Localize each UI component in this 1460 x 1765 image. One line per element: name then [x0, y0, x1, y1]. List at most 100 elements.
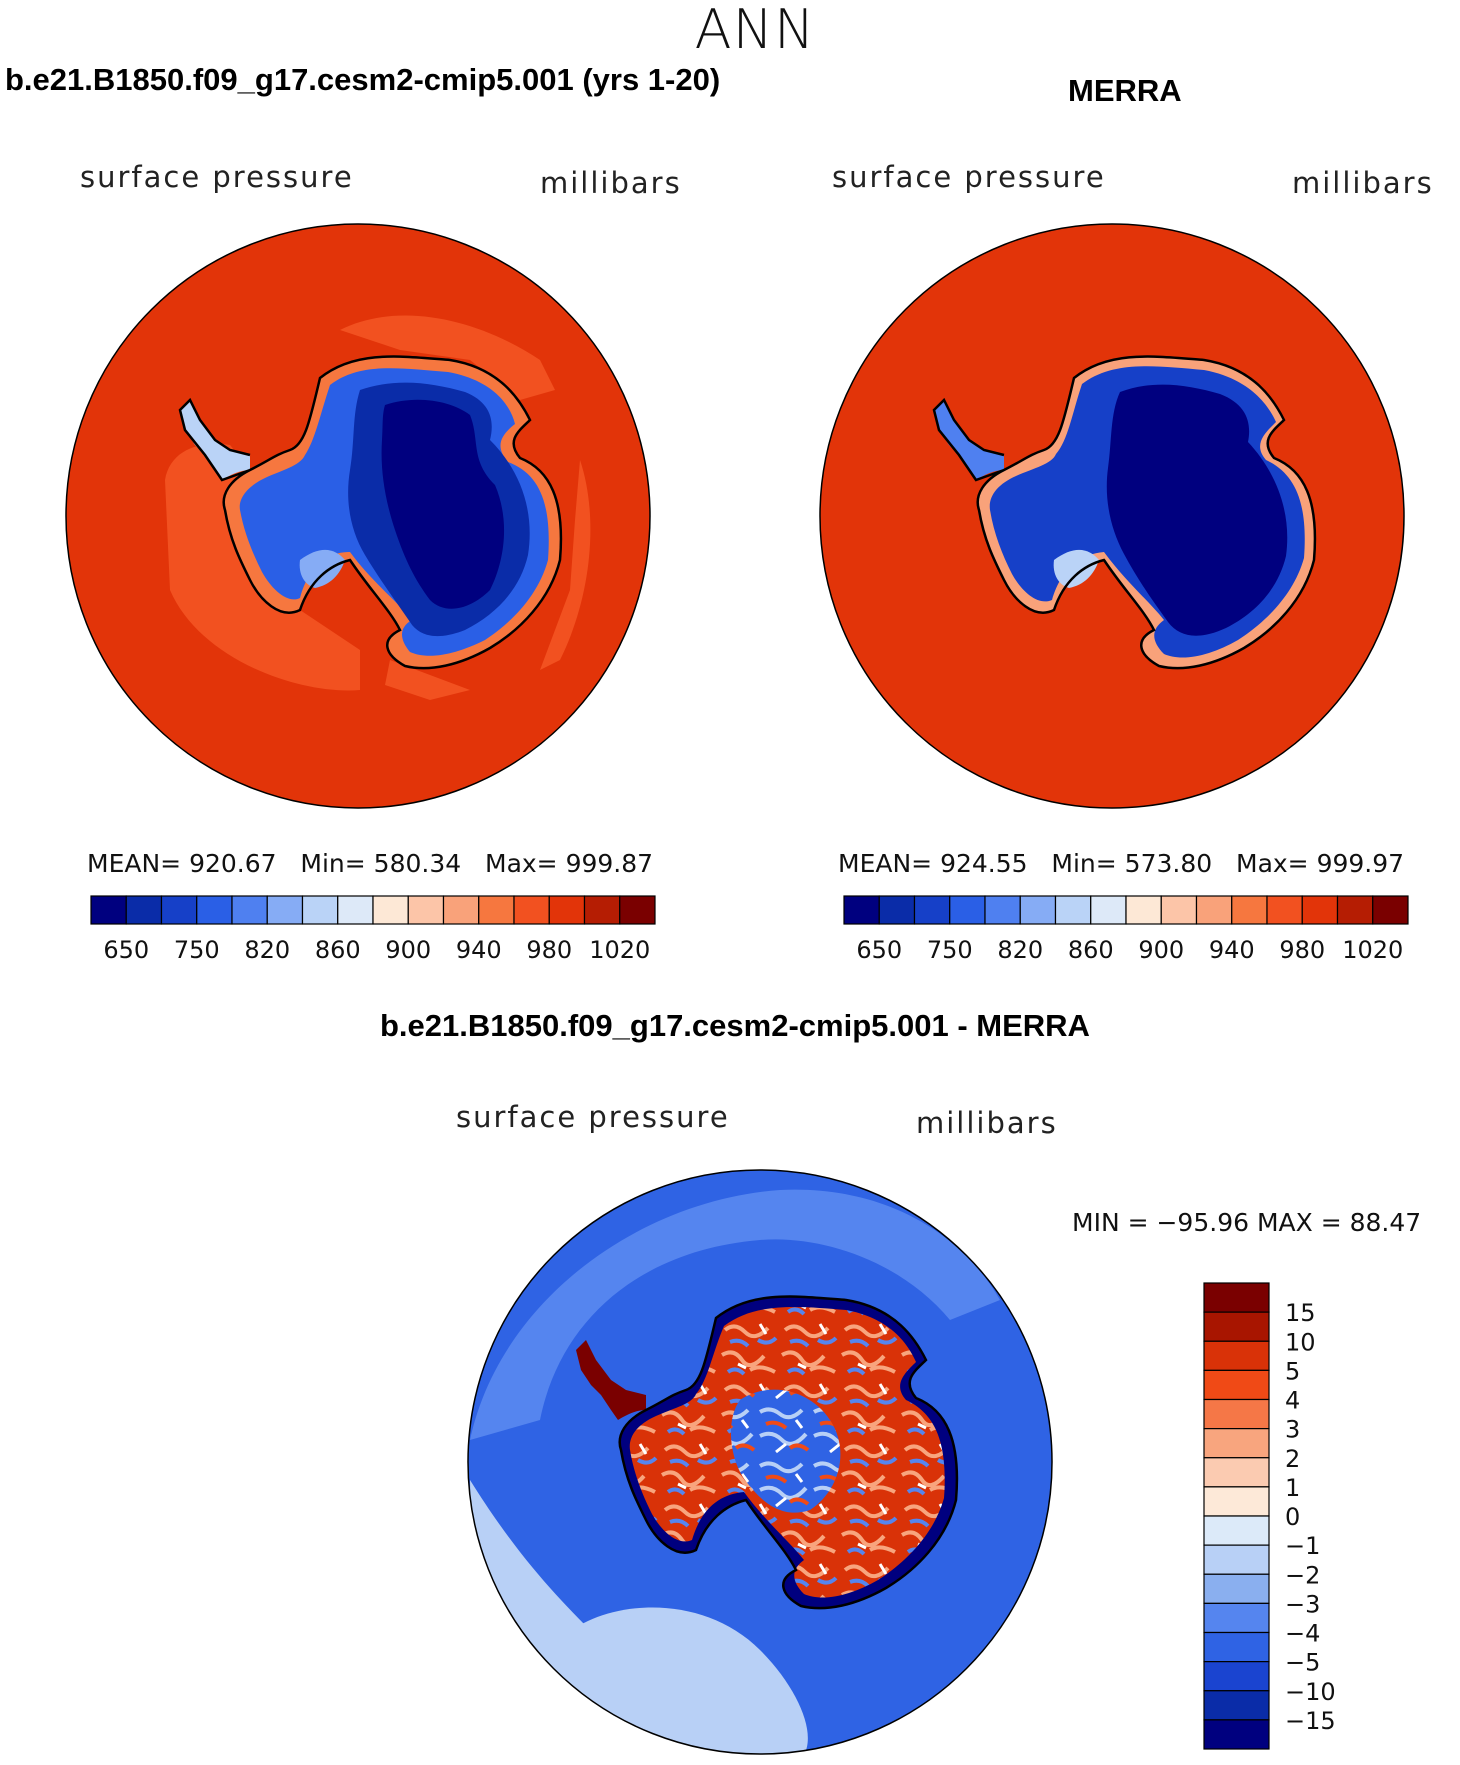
- model-colorbar-box: [583, 895, 621, 925]
- obs-variable-label: surface pressure: [832, 160, 1106, 194]
- obs-stats: MEAN= 924.55 Min= 573.80 Max= 999.97: [838, 849, 1404, 878]
- obs-colorbar-tick-label: 820: [997, 936, 1043, 964]
- model-colorbar-tick-label: 860: [315, 936, 361, 964]
- obs-max-value: 999.97: [1316, 849, 1405, 878]
- obs-colorbar-tick-label: 860: [1068, 936, 1114, 964]
- diff-range-text: MIN = −95.96 MAX = 88.47: [1072, 1208, 1422, 1237]
- diff-colorbar-box: [1203, 1428, 1270, 1459]
- model-colorbar-box: [90, 895, 127, 925]
- diff-colorbar-box: [1203, 1544, 1270, 1575]
- obs-min-label: Min=: [1051, 849, 1117, 878]
- diff-colorbar-tick-label: 15: [1285, 1299, 1316, 1327]
- diff-peninsula: [576, 1340, 646, 1420]
- obs-colorbar-box: [1195, 895, 1233, 925]
- obs-continent-core: [1106, 384, 1288, 636]
- model-colorbar-box: [125, 895, 163, 925]
- model-colorbar-box: [407, 895, 445, 925]
- diff-colorbar-box: [1203, 1311, 1270, 1342]
- diff-colorbar-tick-label: 1: [1285, 1474, 1300, 1502]
- model-colorbar-box: [231, 895, 268, 925]
- obs-mean-label: MEAN=: [838, 849, 933, 878]
- obs-colorbar-box: [1266, 895, 1303, 925]
- model-colorbar-tick-label: 900: [385, 936, 431, 964]
- diff-colorbar-tick-label: −5: [1285, 1649, 1320, 1677]
- obs-colorbar-tick-label: 900: [1138, 936, 1184, 964]
- diff-continent-blue-patch: [730, 1389, 841, 1513]
- obs-colorbar-box: [1336, 895, 1374, 925]
- diff-map-border: [467, 1169, 1053, 1755]
- diff-colorbar-tick-label: 4: [1285, 1387, 1300, 1415]
- model-colorbar-box: [196, 895, 233, 925]
- model-stats: MEAN= 920.67 Min= 580.34 Max= 999.87: [87, 849, 653, 878]
- panel-diff-title: b.e21.B1850.f09_g17.cesm2-cmip5.001 - ME…: [380, 1008, 1090, 1043]
- panel-model-title: b.e21.B1850.f09_g17.cesm2-cmip5.001 (yrs…: [5, 62, 721, 97]
- obs-colorbar-tick-label: 940: [1209, 936, 1255, 964]
- model-ocean-band-2: [340, 315, 555, 400]
- diff-colorbar-box: [1203, 1515, 1270, 1546]
- diff-colorbar-tick-label: −4: [1285, 1620, 1320, 1648]
- obs-colorbar-box: [878, 895, 916, 925]
- model-max-value: 999.87: [565, 849, 654, 878]
- obs-colorbar: 650 750 820 860 900 940 980 1020: [843, 895, 1409, 964]
- model-colorbar-box: [513, 895, 550, 925]
- model-colorbar-tick-label: 820: [244, 936, 290, 964]
- diff-colorbar-tick-label: 0: [1285, 1503, 1300, 1531]
- diff-colorbar-tick-label: −10: [1285, 1678, 1336, 1706]
- model-colorbar-tick-label: 980: [526, 936, 572, 964]
- diff-colorbar-box: [1203, 1340, 1270, 1371]
- diff-ocean-band-pale-2: [470, 1480, 600, 1700]
- obs-colorbar-box: [843, 895, 880, 925]
- obs-min-value: 573.80: [1124, 849, 1213, 878]
- diff-colorbar-box: [1203, 1631, 1270, 1663]
- diff-colorbar-tick-label: −1: [1285, 1532, 1320, 1560]
- diff-colorbar-tick-label: 5: [1285, 1357, 1300, 1385]
- model-ocean-band: [165, 443, 360, 691]
- diff-colorbar-box: [1203, 1602, 1270, 1634]
- obs-colorbar-box: [913, 895, 951, 925]
- obs-map-border: [819, 223, 1405, 809]
- diff-colorbar-box: [1203, 1369, 1270, 1401]
- model-colorbar-box: [301, 895, 339, 925]
- obs-max-label: Max=: [1236, 849, 1309, 878]
- diff-coastline: [618, 1295, 959, 1610]
- model-colorbar: 650 750 820 860 900 940 980 1020: [90, 895, 656, 964]
- obs-colorbar-box: [1019, 895, 1057, 925]
- obs-colorbar-box: [1160, 895, 1198, 925]
- model-colorbar-box: [548, 895, 586, 925]
- model-colorbar-tick-label: 940: [456, 936, 502, 964]
- model-colorbar-tick-label: 650: [103, 936, 149, 964]
- model-map-border: [65, 223, 651, 809]
- model-ross-ice: [299, 549, 345, 588]
- obs-units-label: millibars: [1292, 166, 1434, 200]
- diff-colorbar-box: [1203, 1661, 1270, 1692]
- diff-variable-label: surface pressure: [456, 1100, 730, 1134]
- panel-obs-title: MERRA: [1068, 73, 1182, 108]
- model-colorbar-box: [372, 895, 409, 925]
- obs-colorbar-box: [949, 895, 986, 925]
- obs-mean-value: 924.55: [940, 849, 1028, 878]
- model-colorbar-box: [478, 895, 515, 925]
- model-min-value: 580.34: [373, 849, 462, 878]
- obs-colorbar-box: [1372, 895, 1409, 925]
- model-mean-label: MEAN=: [87, 849, 182, 878]
- model-colorbar-tick-label: 1020: [589, 936, 650, 964]
- diff-colorbar-tick-label: −15: [1285, 1707, 1336, 1735]
- obs-colorbar-box: [1090, 895, 1127, 925]
- model-coastline: [178, 355, 563, 670]
- obs-colorbar-box: [984, 895, 1021, 925]
- diff-map: [468, 1170, 1052, 1754]
- model-colorbar-box: [442, 895, 480, 925]
- model-colorbar-box: [266, 895, 304, 925]
- diff-colorbar-box: [1203, 1719, 1270, 1750]
- model-continent-core: [381, 399, 505, 609]
- diff-colorbar-tick-label: 10: [1285, 1328, 1316, 1356]
- model-mean-value: 920.67: [189, 849, 277, 878]
- obs-colorbar-tick-label: 750: [927, 936, 973, 964]
- diff-colorbar-tick-label: 3: [1285, 1416, 1300, 1444]
- model-units-label: millibars: [540, 166, 682, 200]
- diff-colorbar-box: [1203, 1573, 1270, 1604]
- obs-colorbar-tick-label: 1020: [1342, 936, 1403, 964]
- diff-colorbar-box: [1203, 1398, 1270, 1430]
